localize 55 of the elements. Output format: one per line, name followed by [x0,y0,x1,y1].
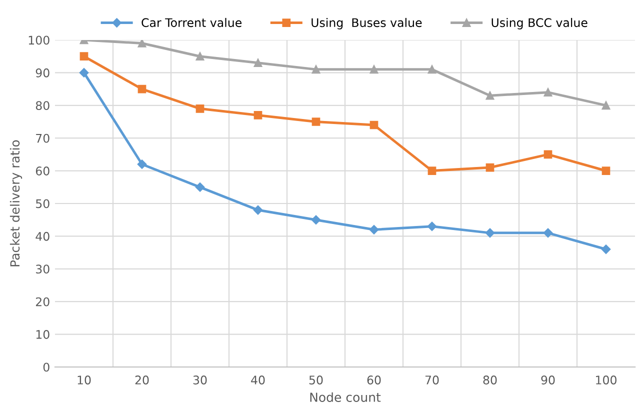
point [195,182,205,192]
point [137,160,147,169]
x-axis-title: Node count [310,392,381,402]
point [196,104,204,113]
point [312,118,320,126]
point [601,244,611,254]
x-tick-label: 80 [483,376,497,384]
legend-label: Using BCC value [492,18,588,30]
point [138,84,146,94]
point [312,65,320,74]
x-tick-label: 40 [251,376,265,384]
y-tick-label: 90 [36,68,50,78]
x-tick-label: 50 [309,376,323,384]
x-tick-label: 60 [367,376,381,384]
point [486,91,494,100]
x-tick-label: 90 [541,376,555,384]
legend-label: Car Torrent value [142,18,242,28]
x-tick-label: 70 [425,376,439,384]
point [427,222,437,232]
y-tick-label: 80 [36,101,50,110]
point [370,120,378,130]
y-tick-label: 40 [36,232,50,241]
x-tick-label: 10 [78,376,91,384]
point [428,65,436,74]
point [428,166,436,175]
point [544,150,552,159]
point [602,166,610,175]
y-tick-label: 10 [36,330,50,339]
y-tick-label: 100 [28,36,50,45]
point [486,163,494,172]
point [253,205,263,215]
y-tick-label: 20 [36,297,50,306]
y-tick-label: 70 [36,134,50,143]
x-tick-label: 100 [596,376,616,384]
y-tick-label: 50 [36,199,50,208]
x-tick-label: 30 [193,376,207,384]
y-tick-label: 30 [36,264,50,274]
y-axis-title: Packet delivery ratio [10,140,22,266]
y-tick-label: 0 [43,362,50,372]
point [254,111,262,120]
point [370,65,378,74]
point [543,228,553,238]
point [369,225,379,234]
point [544,88,552,96]
point [196,52,204,61]
point [254,58,262,68]
point [485,228,495,238]
x-tick-label: 20 [135,376,149,384]
point [138,40,146,48]
y-tick-label: 60 [36,166,50,176]
legend-label: Using Buses value [312,18,422,30]
point [80,52,88,61]
point [602,101,610,110]
point [311,215,321,224]
point [79,68,89,78]
